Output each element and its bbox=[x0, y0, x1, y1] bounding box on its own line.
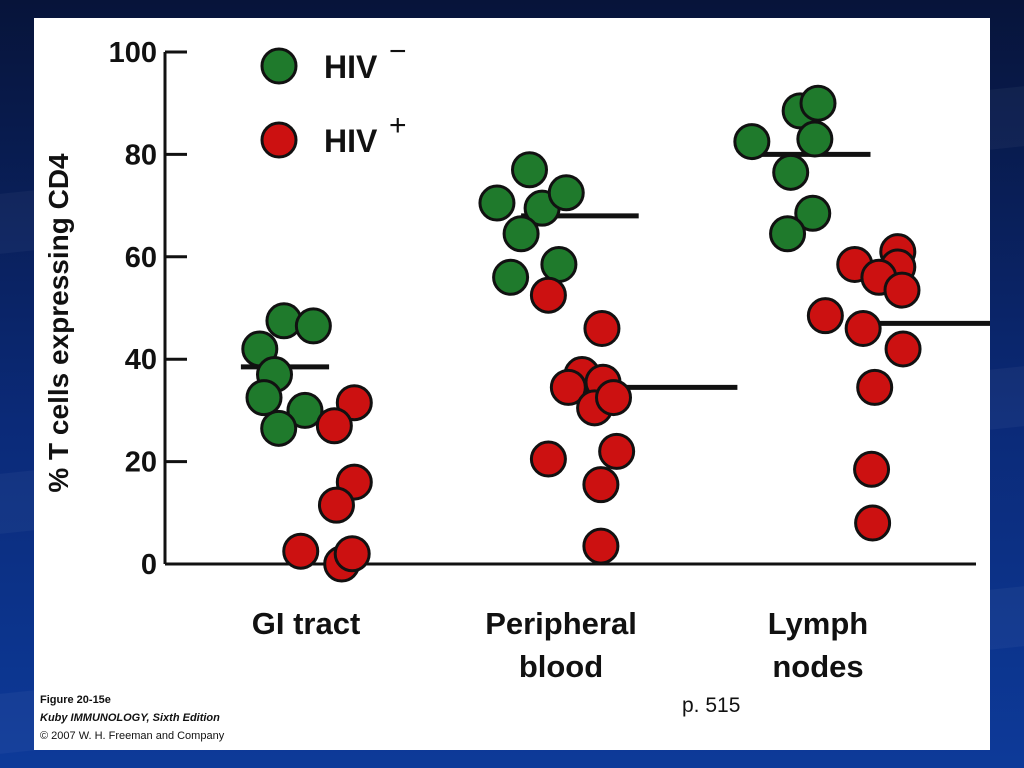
legend-label: HIV bbox=[324, 123, 378, 159]
data-point bbox=[317, 486, 355, 524]
data-point bbox=[529, 440, 567, 478]
data-point bbox=[598, 432, 636, 470]
data-point bbox=[883, 271, 921, 309]
data-points bbox=[241, 84, 922, 583]
data-point bbox=[595, 379, 632, 417]
x-category-label: GI tract bbox=[252, 606, 361, 641]
axes: 0 20 40 60 80 100 % T cells expressing CD4 GI t… bbox=[43, 37, 976, 684]
legend: HIV −HIV + bbox=[260, 35, 407, 159]
data-point bbox=[799, 84, 837, 122]
data-point bbox=[511, 151, 548, 189]
data-point bbox=[286, 391, 324, 429]
x-category-label: nodes bbox=[772, 649, 863, 678]
data-point bbox=[806, 297, 844, 335]
x-category-label: Peripheral bbox=[485, 606, 637, 641]
data-point bbox=[884, 330, 922, 368]
y-tick-label: 60 bbox=[125, 242, 157, 274]
legend-superscript: − bbox=[389, 35, 407, 68]
data-point bbox=[282, 532, 320, 570]
legend-superscript: + bbox=[389, 109, 407, 142]
figure-panel: 0 20 40 60 80 100 % T cells expressing CD4 GI t… bbox=[34, 18, 1006, 750]
legend-marker bbox=[260, 121, 298, 159]
data-point bbox=[582, 466, 620, 504]
data-point bbox=[492, 258, 530, 296]
x-category-label: Lymph bbox=[768, 606, 868, 641]
data-point bbox=[478, 184, 516, 222]
y-tick-label: 100 bbox=[109, 37, 157, 69]
data-point bbox=[502, 215, 540, 253]
data-point bbox=[335, 384, 373, 422]
data-point bbox=[294, 307, 332, 345]
data-point bbox=[547, 174, 585, 212]
y-tick-label: 0 bbox=[141, 549, 157, 581]
legend-marker bbox=[260, 47, 298, 85]
y-tick-label: 40 bbox=[125, 344, 157, 376]
data-point bbox=[772, 153, 810, 191]
figure-number: Figure 20-15e bbox=[40, 694, 111, 706]
data-point bbox=[260, 409, 298, 447]
data-point bbox=[794, 194, 832, 232]
data-point bbox=[796, 120, 834, 158]
data-point bbox=[315, 407, 353, 445]
data-point bbox=[769, 215, 807, 253]
page-reference: p. 515 bbox=[682, 694, 741, 717]
data-point bbox=[245, 379, 283, 417]
data-point bbox=[583, 309, 621, 347]
data-point bbox=[582, 527, 620, 565]
data-point bbox=[844, 309, 882, 347]
data-point bbox=[333, 535, 371, 573]
copyright: © 2007 W. H. Freeman and Company bbox=[40, 730, 225, 742]
data-point bbox=[853, 450, 891, 488]
y-tick-label: 80 bbox=[125, 139, 157, 171]
data-point bbox=[540, 245, 578, 283]
y-tick-label: 20 bbox=[125, 447, 157, 479]
scatter-chart: 0 20 40 60 80 100 % T cells expressing CD4 GI t… bbox=[43, 35, 1006, 684]
data-point bbox=[529, 276, 567, 314]
data-point bbox=[733, 123, 771, 161]
data-point bbox=[854, 504, 892, 542]
x-category-label: blood bbox=[519, 649, 603, 678]
y-axis-label: % T cells expressing CD4 bbox=[43, 153, 74, 493]
book-title: Kuby IMMUNOLOGY, Sixth Edition bbox=[40, 712, 220, 724]
legend-label: HIV bbox=[324, 49, 378, 85]
data-point bbox=[856, 368, 894, 406]
